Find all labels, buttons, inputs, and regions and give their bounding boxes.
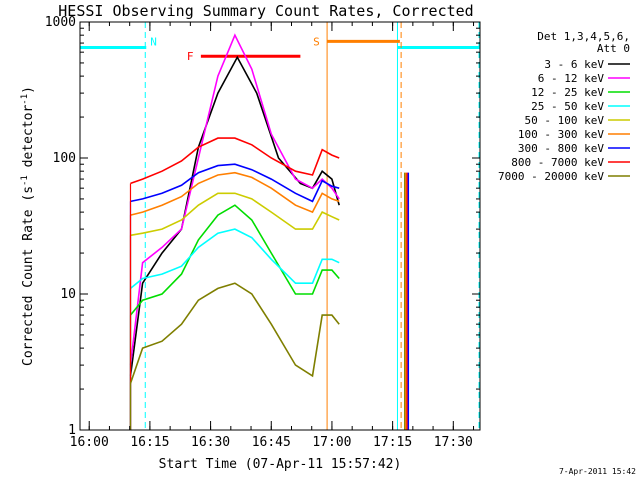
series-line-5 [130, 192, 340, 237]
series-line-2 [129, 33, 340, 366]
series-line-7 [130, 163, 340, 203]
y-axis-label: Corrected Count Rate (s-1 detector-1) [20, 86, 36, 366]
legend-item-label: 50 - 100 keV [525, 114, 605, 127]
series-line-9 [129, 282, 340, 384]
y-axis-label-main: Corrected Count Rate (s [21, 186, 36, 366]
x-tick-label: 16:45 [252, 435, 291, 450]
legend-header-line2: Att 0 [597, 42, 630, 55]
plot-area: N F S [80, 22, 480, 430]
y-axis-label-end: ) [21, 86, 36, 94]
legend-header-line1: Det 1,3,4,5,6, [537, 30, 630, 43]
flag-label: F [187, 50, 194, 63]
y-axis-label-mid: detector [21, 105, 36, 176]
y-axis-label-exp2: -1 [20, 94, 30, 105]
series-line-8 [130, 137, 340, 185]
y-tick-label: 10 [60, 287, 76, 302]
y-tick-label: 1000 [45, 15, 76, 30]
x-axis: 16:00 16:15 16:30 16:45 17:00 17:15 17:30 [70, 22, 475, 450]
y-tick-label: 100 [53, 151, 76, 166]
footer-date: 7-Apr-2011 15:42 [559, 467, 636, 476]
legend-item-label: 300 - 800 keV [518, 142, 604, 155]
x-tick-label: 17:00 [312, 435, 351, 450]
plot-frame [79, 21, 481, 431]
legend-item-label: 100 - 300 keV [518, 128, 604, 141]
legend-item-label: 800 - 7000 keV [511, 156, 604, 169]
x-tick-label: 16:30 [191, 435, 230, 450]
series-line-3 [129, 204, 340, 316]
series-line-6 [130, 171, 340, 216]
legend-item-label: 6 - 12 keV [538, 72, 605, 85]
flag-label: S [313, 35, 320, 48]
night-interval-label: N [150, 35, 157, 48]
series-line-1 [129, 55, 340, 377]
y-axis: 1 10 100 1000 [45, 15, 480, 438]
legend-item-label: 7000 - 20000 keV [498, 170, 604, 183]
legend-item-label: 25 - 50 keV [531, 100, 604, 113]
y-axis-label-exp1: -1 [20, 175, 30, 186]
series-line-4 [129, 228, 340, 290]
chart-title: HESSI Observing Summary Count Rates, Cor… [58, 2, 473, 20]
legend-item-label: 12 - 25 keV [531, 86, 604, 99]
x-tick-label: 17:30 [434, 435, 473, 450]
x-tick-label: 16:15 [130, 435, 169, 450]
x-tick-label: 17:15 [373, 435, 412, 450]
y-tick-label: 1 [68, 423, 76, 438]
x-tick-label: 16:00 [70, 435, 109, 450]
x-axis-label: Start Time (07-Apr-11 15:57:42) [159, 457, 402, 472]
legend-item-label: 3 - 6 keV [544, 58, 604, 71]
